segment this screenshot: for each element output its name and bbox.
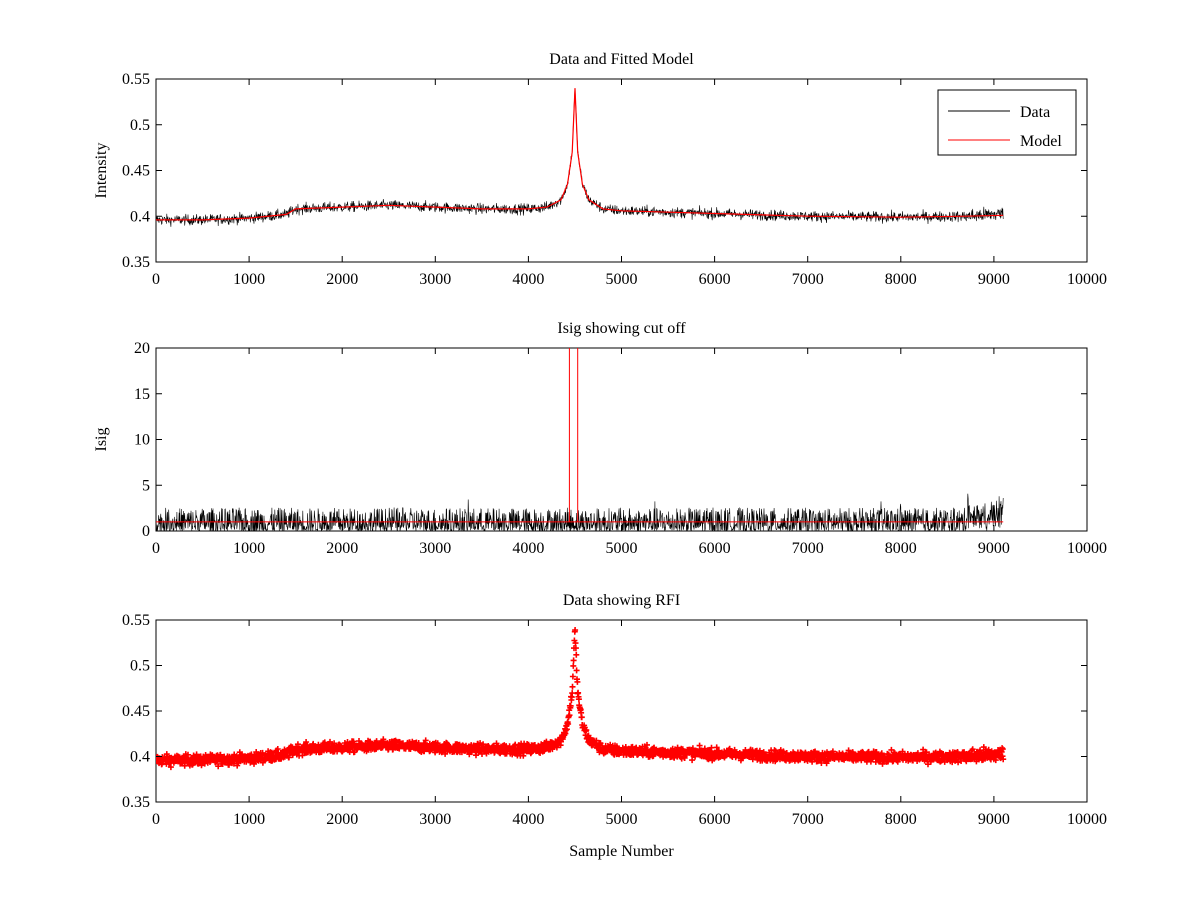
- series-rfi-markers: [156, 627, 1007, 771]
- x-tick-label: 3000: [419, 271, 451, 288]
- plot-area: [155, 347, 1088, 532]
- x-axis-ticks: 0 1000 2000 3000 4000 5000 6000 7000 8000 9000 100…: [152, 348, 1107, 557]
- y-tick-label: 0.45: [122, 163, 150, 180]
- y-tick-label: 0.55: [122, 71, 150, 88]
- x-tick-label: 8000: [885, 271, 917, 288]
- series-model-line: [156, 88, 1004, 221]
- y-axis-label: Intensity: [93, 143, 110, 199]
- chart-panel-1: 0 1000 2000 3000 4000 5000 6000 7000 8000 9000 100…: [93, 51, 1107, 288]
- plot-area: [155, 619, 1088, 803]
- y-tick-label: 0.5: [130, 117, 150, 134]
- x-tick-label: 7000: [792, 811, 824, 828]
- legend-label-data: Data: [1020, 104, 1050, 121]
- x-tick-label: 9000: [978, 811, 1010, 828]
- plot-content: [156, 627, 1007, 771]
- y-tick-label: 10: [134, 432, 150, 449]
- x-tick-label: 0: [152, 811, 160, 828]
- x-tick-label: 5000: [606, 811, 638, 828]
- x-tick-label: 4000: [512, 540, 544, 557]
- x-tick-label: 8000: [885, 811, 917, 828]
- x-tick-label: 3000: [419, 540, 451, 557]
- x-tick-label: 8000: [885, 540, 917, 557]
- y-tick-label: 15: [134, 386, 150, 403]
- x-tick-label: 6000: [699, 540, 731, 557]
- y-axis-ticks: 0 5 10 15 20: [134, 340, 1087, 540]
- y-tick-label: 0.55: [122, 612, 150, 629]
- legend-box: [937, 89, 1077, 156]
- x-tick-label: 3000: [419, 811, 451, 828]
- y-tick-label: 0.4: [130, 749, 150, 766]
- y-tick-label: 0.35: [122, 254, 150, 271]
- y-axis-label: Isig: [93, 428, 110, 452]
- x-tick-label: 1000: [233, 811, 265, 828]
- x-tick-label: 2000: [326, 271, 358, 288]
- x-tick-label: 7000: [792, 540, 824, 557]
- x-axis-label: Sample Number: [569, 843, 674, 860]
- series-cutoff-line: [156, 348, 1004, 523]
- y-axis-ticks: 0.35 0.4 0.45 0.5 0.55: [122, 612, 1087, 811]
- plot-area: [155, 78, 1088, 263]
- chart-title: Data showing RFI: [563, 592, 680, 609]
- series-isig-line: [156, 493, 1004, 531]
- y-axis-ticks: 0.35 0.4 0.45 0.5 0.55: [122, 71, 1087, 271]
- x-tick-label: 2000: [326, 540, 358, 557]
- x-tick-label: 2000: [326, 811, 358, 828]
- y-tick-label: 0.4: [130, 208, 150, 225]
- x-tick-label: 5000: [606, 271, 638, 288]
- plot-content: [156, 88, 1004, 227]
- x-tick-label: 9000: [978, 271, 1010, 288]
- y-tick-label: 0.5: [130, 658, 150, 675]
- x-tick-label: 10000: [1067, 811, 1107, 828]
- x-tick-label: 1000: [233, 271, 265, 288]
- x-tick-label: 7000: [792, 271, 824, 288]
- y-tick-label: 5: [142, 477, 150, 494]
- x-tick-label: 0: [152, 540, 160, 557]
- x-tick-label: 10000: [1067, 271, 1107, 288]
- x-tick-label: 6000: [699, 271, 731, 288]
- x-tick-label: 10000: [1067, 540, 1107, 557]
- x-tick-label: 1000: [233, 540, 265, 557]
- rfi-marker-path: [156, 627, 1007, 771]
- y-tick-label: 0.35: [122, 794, 150, 811]
- legend-label-model: Model: [1020, 133, 1062, 150]
- y-tick-label: 0.45: [122, 703, 150, 720]
- legend: Data Model: [937, 89, 1077, 156]
- x-tick-label: 0: [152, 271, 160, 288]
- x-axis-ticks: 0 1000 2000 3000 4000 5000 6000 7000 8000 9000 100…: [152, 79, 1107, 288]
- plot-content: [156, 348, 1004, 531]
- chart-title: Data and Fitted Model: [549, 51, 694, 68]
- x-tick-label: 4000: [512, 811, 544, 828]
- x-tick-label: 9000: [978, 540, 1010, 557]
- chart-panel-3: 0 1000 2000 3000 4000 5000 6000 7000 8000 9000 100…: [122, 592, 1107, 860]
- x-tick-label: 4000: [512, 271, 544, 288]
- x-axis-ticks: 0 1000 2000 3000 4000 5000 6000 7000 8000 9000 100…: [152, 620, 1107, 828]
- chart-panel-2: 0 1000 2000 3000 4000 5000 6000 7000 8000 9000 100…: [93, 320, 1107, 557]
- chart-title: Isig showing cut off: [557, 320, 686, 337]
- y-tick-label: 20: [134, 340, 150, 357]
- x-tick-label: 6000: [699, 811, 731, 828]
- x-tick-label: 5000: [606, 540, 638, 557]
- y-tick-label: 0: [142, 523, 150, 540]
